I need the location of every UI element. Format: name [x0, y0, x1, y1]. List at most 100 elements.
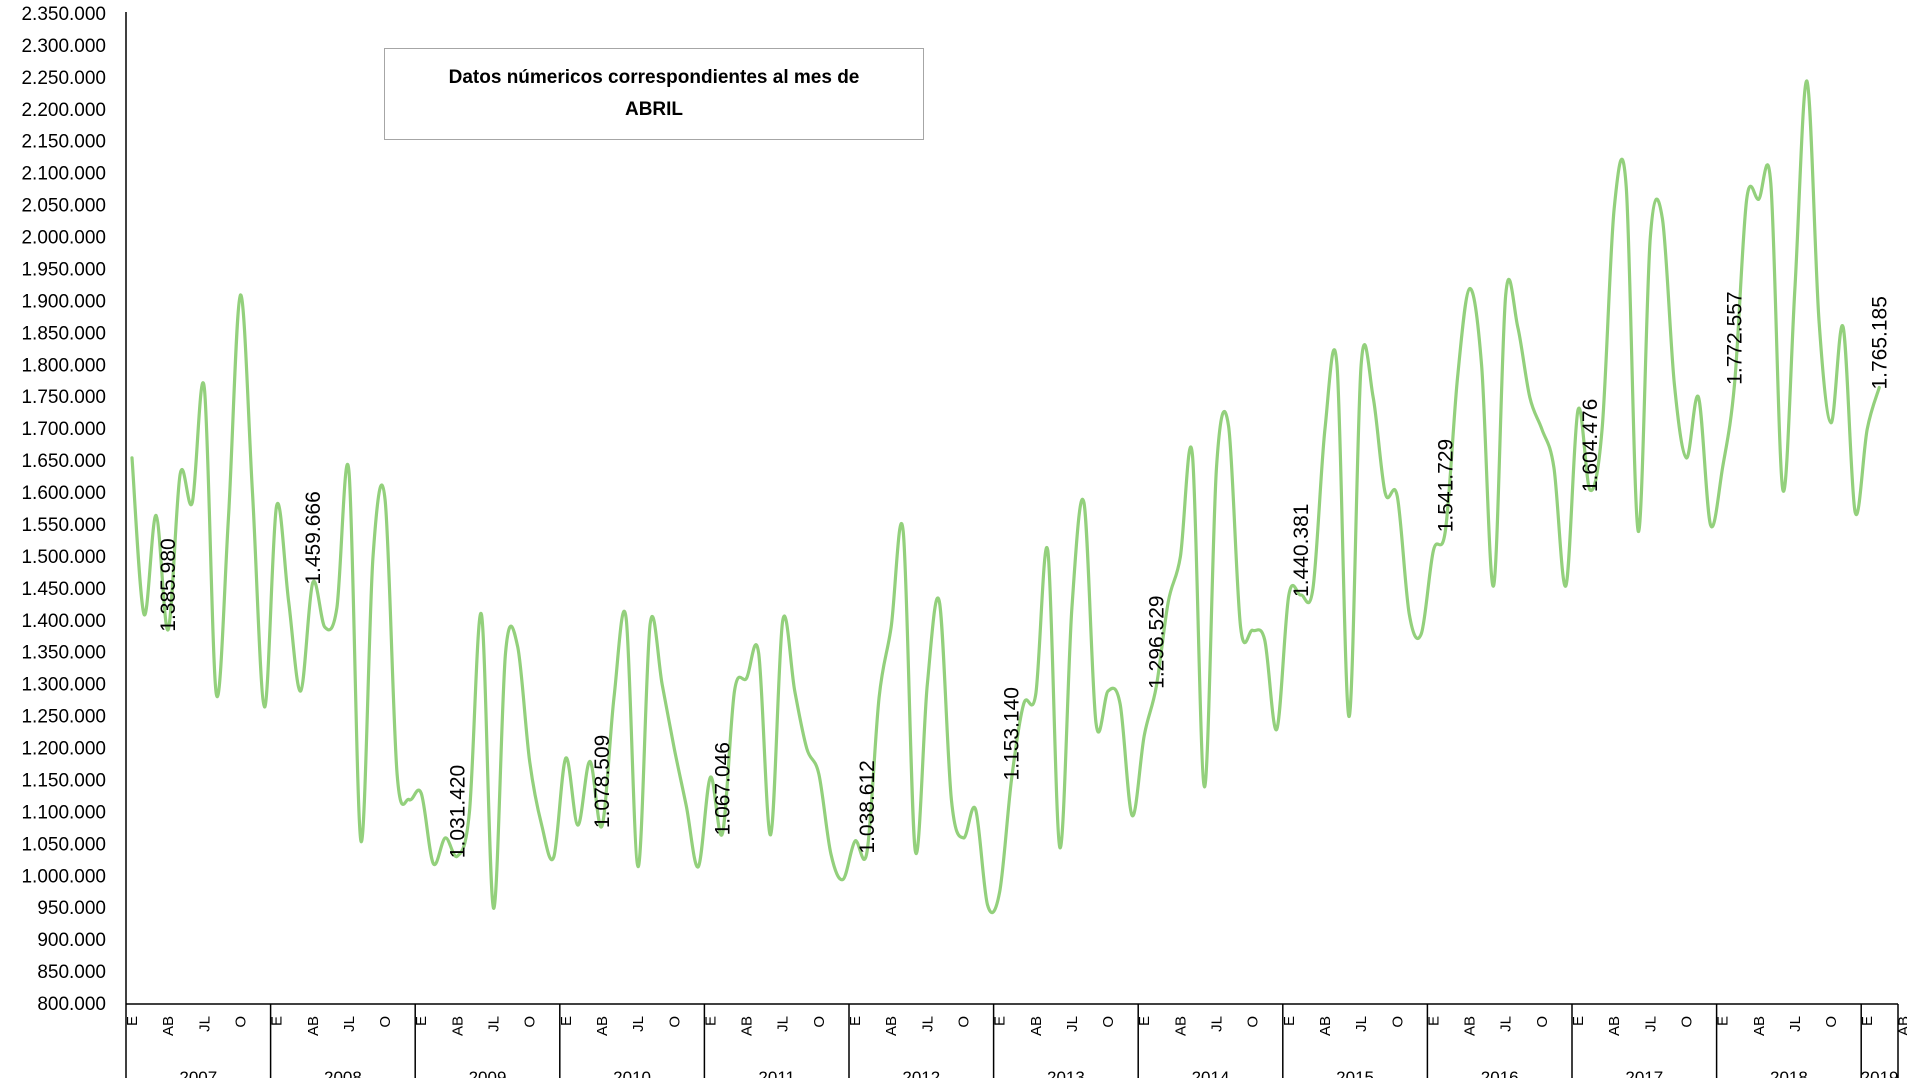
series-line: [130, 79, 1881, 915]
x-tick-label: O: [1678, 1016, 1695, 1028]
x-tick-label: JL: [1064, 1016, 1081, 1032]
x-tick-label: JL: [1787, 1016, 1804, 1032]
x-tick-label: O: [1823, 1016, 1840, 1028]
x-tick-label: E: [847, 1016, 864, 1026]
y-tick-label: 1.850.000: [21, 323, 106, 344]
x-tick-label: E: [1136, 1016, 1153, 1026]
x-tick-label: E: [1281, 1016, 1298, 1026]
data-label: 1.067.046: [711, 742, 734, 835]
year-label: 2015: [1336, 1068, 1374, 1078]
y-tick-label: 1.150.000: [21, 770, 106, 791]
y-tick-label: 2.300.000: [21, 36, 106, 57]
y-tick-label: 900.000: [37, 930, 106, 951]
data-label: 1.604.476: [1579, 399, 1602, 492]
x-tick-label: AB: [160, 1016, 177, 1036]
x-tick-label: O: [1534, 1016, 1551, 1028]
x-tick-label: JL: [775, 1016, 792, 1032]
x-tick-label: JL: [196, 1016, 213, 1032]
x-axis: E AB JL O 2007 E AB JL O 2008 E AB JL O 2009 E AB JL O 2010…: [124, 1003, 1907, 1078]
data-label: 1.038.612: [856, 760, 879, 853]
y-tick-label: 850.000: [37, 962, 106, 983]
y-tick-label: 1.400.000: [21, 611, 106, 632]
year-label: 2016: [1481, 1068, 1519, 1078]
x-tick-label: JL: [919, 1016, 936, 1032]
chart-title-box: Datos númericos correspondientes al mes …: [384, 48, 924, 140]
year-label: 2010: [613, 1068, 651, 1078]
year-label: 2013: [1047, 1068, 1085, 1078]
x-tick-label: AB: [1606, 1016, 1623, 1036]
x-tick-label: E: [124, 1016, 141, 1026]
x-tick-label: AB: [594, 1016, 611, 1036]
x-tick-label: JL: [1498, 1016, 1515, 1032]
x-tick-label: AB: [739, 1016, 756, 1036]
x-tick-label: E: [1859, 1016, 1876, 1026]
x-tick-label: O: [522, 1016, 539, 1028]
data-label: 1.765.185: [1868, 296, 1891, 389]
x-tick-label: O: [1100, 1016, 1117, 1028]
y-tick-label: 1.000.000: [21, 866, 106, 887]
year-label: 2008: [324, 1068, 362, 1078]
y-tick-label: 1.300.000: [21, 675, 106, 696]
y-tick-label: 1.950.000: [21, 259, 106, 280]
year-label: 2019: [1861, 1068, 1899, 1078]
x-tick-label: AB: [1751, 1016, 1768, 1036]
year-label: 2012: [902, 1068, 940, 1078]
y-tick-label: 1.200.000: [21, 739, 106, 760]
x-tick-label: JL: [486, 1016, 503, 1032]
y-tick-label: 1.700.000: [21, 419, 106, 440]
y-tick-label: 2.350.000: [21, 4, 106, 25]
x-tick-label: JL: [1353, 1016, 1370, 1032]
data-label: 1.459.666: [302, 491, 325, 584]
y-tick-label: 2.150.000: [21, 132, 106, 153]
x-tick-label: O: [955, 1016, 972, 1028]
x-tick-label: JL: [1642, 1016, 1659, 1032]
y-tick-label: 1.500.000: [21, 547, 106, 568]
year-label: 2007: [179, 1068, 217, 1078]
y-tick-label: 2.000.000: [21, 228, 106, 249]
x-tick-label: E: [1570, 1016, 1587, 1026]
x-tick-label: JL: [341, 1016, 358, 1032]
x-tick-label: E: [269, 1016, 286, 1026]
x-tick-label: AB: [449, 1016, 466, 1036]
data-label: 1.153.140: [1001, 687, 1024, 780]
year-label: 2017: [1625, 1068, 1663, 1078]
x-tick-label: JL: [630, 1016, 647, 1032]
x-tick-label: E: [1715, 1016, 1732, 1026]
x-tick-label: E: [702, 1016, 719, 1026]
data-labels: 1.385.980 1.459.666 1.031.420 1.078.509 1.06…: [157, 291, 1891, 858]
x-tick-label: AB: [1172, 1016, 1189, 1036]
year-label: 2009: [469, 1068, 507, 1078]
x-tick-label: E: [1425, 1016, 1442, 1026]
y-axis: 800.000 850.000 900.000 950.000 1.000.000 1.0…: [21, 4, 127, 1015]
y-tick-label: 1.350.000: [21, 643, 106, 664]
data-label: 1.440.381: [1290, 504, 1313, 597]
y-tick-label: 1.650.000: [21, 451, 106, 472]
x-tick-label: AB: [305, 1016, 322, 1036]
x-tick-label: O: [666, 1016, 683, 1028]
y-tick-label: 2.050.000: [21, 196, 106, 217]
x-tick-label: AB: [1028, 1016, 1045, 1036]
data-label: 1.078.509: [591, 735, 614, 828]
x-tick-label: AB: [1462, 1016, 1479, 1036]
x-tick-label: O: [811, 1016, 828, 1028]
y-tick-label: 1.250.000: [21, 707, 106, 728]
x-tick-label: O: [1245, 1016, 1262, 1028]
x-tick-label: AB: [1317, 1016, 1334, 1036]
y-tick-label: 1.750.000: [21, 387, 106, 408]
y-tick-label: 2.250.000: [21, 68, 106, 89]
series-layer: [130, 79, 1881, 915]
x-tick-label: O: [377, 1016, 394, 1028]
x-tick-label: O: [232, 1016, 249, 1028]
y-tick-label: 2.200.000: [21, 100, 106, 121]
x-tick-label: JL: [1209, 1016, 1226, 1032]
y-tick-label: 1.550.000: [21, 515, 106, 536]
data-label: 1.772.557: [1724, 291, 1747, 384]
data-label: 1.296.529: [1145, 595, 1168, 688]
x-tick-label: E: [558, 1016, 575, 1026]
y-tick-label: 1.450.000: [21, 579, 106, 600]
data-label: 1.541.729: [1434, 439, 1457, 532]
x-tick-label: E: [992, 1016, 1009, 1026]
y-tick-label: 1.800.000: [21, 355, 106, 376]
data-label: 1.385.980: [157, 538, 180, 631]
